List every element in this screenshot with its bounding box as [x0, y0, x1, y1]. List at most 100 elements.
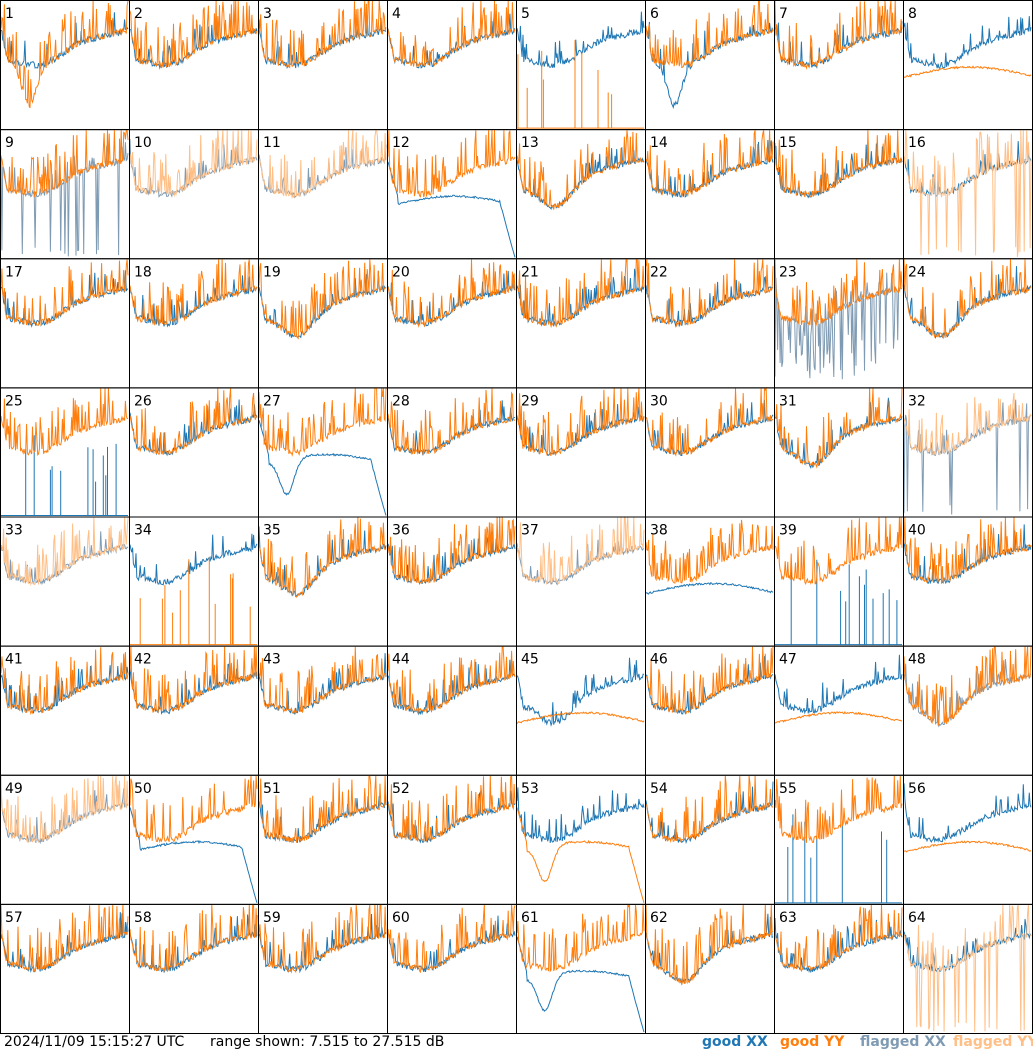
series-xx-5 [516, 11, 645, 69]
series-xx-34 [129, 533, 258, 586]
panel-30: 30 [645, 386, 775, 518]
panel-28: 28 [387, 387, 517, 518]
panel-38: 38 [645, 516, 775, 647]
legend-good-xx: good XX [702, 1034, 768, 1050]
series-xx-62 [645, 913, 774, 985]
panel-label-1: 1 [5, 6, 14, 22]
panel-6: 6 [645, 0, 775, 131]
series-yy-13 [516, 130, 645, 210]
panel-label-33: 33 [5, 523, 23, 539]
panel-label-44: 44 [392, 652, 410, 668]
panel-40: 40 [903, 516, 1033, 647]
panel-18: 18 [129, 258, 259, 389]
series-xx-47 [774, 654, 903, 715]
series-yy-39 [774, 517, 903, 586]
timestamp: 2024/11/09 15:15:27 UTC [4, 1034, 185, 1050]
panel-16: 16 [903, 129, 1033, 260]
series-xx-14 [645, 139, 774, 199]
panel-23: 23 [774, 258, 904, 389]
panel-label-42: 42 [134, 652, 152, 668]
panel-label-32: 32 [908, 393, 926, 409]
panel-label-29: 29 [521, 393, 539, 409]
series-yy-40 [903, 517, 1032, 584]
panel-label-64: 64 [908, 910, 926, 926]
series-yy-50 [129, 775, 258, 844]
series-yy-3 [258, 0, 387, 69]
panel-label-25: 25 [5, 393, 23, 409]
series-yy-38 [645, 519, 774, 584]
panel-5: 5 [516, 0, 646, 131]
panel-46: 46 [645, 645, 775, 776]
panel-54: 54 [645, 774, 775, 905]
series-xx-29 [516, 404, 645, 456]
panel-2: 2 [129, 0, 259, 131]
panel-label-59: 59 [263, 910, 281, 926]
series-yy-47 [774, 710, 903, 724]
panel-19: 19 [258, 258, 388, 389]
panel-14: 14 [645, 129, 775, 260]
panel-label-61: 61 [521, 910, 539, 926]
series-xx-50 [129, 807, 258, 904]
panel-41: 41 [0, 645, 130, 776]
panel-label-19: 19 [263, 264, 281, 280]
panel-label-34: 34 [134, 523, 152, 539]
panel-frame-3 [258, 0, 388, 131]
series-yy-60 [387, 904, 516, 974]
range-text: range shown: 7.515 to 27.515 dB [210, 1034, 445, 1050]
panel-label-53: 53 [521, 781, 539, 797]
series-yy-5 [517, 40, 644, 129]
panel-62: 62 [645, 903, 775, 1034]
panel-label-6: 6 [650, 6, 659, 22]
panel-label-46: 46 [650, 652, 668, 668]
panel-11: 11 [258, 129, 388, 260]
panel-label-37: 37 [521, 523, 539, 539]
panel-3: 3 [258, 0, 388, 131]
panel-27: 27 [258, 387, 388, 518]
panel-39: 39 [774, 516, 904, 647]
series-yy-52 [387, 774, 516, 843]
series-yy-1 [0, 0, 129, 109]
series-xx-41 [0, 658, 129, 714]
series-yy-64 [903, 904, 1032, 1032]
panel-label-52: 52 [392, 781, 410, 797]
footer: 2024/11/09 15:15:27 UTC range shown: 7.5… [0, 1034, 1033, 1053]
panel-61: 61 [516, 903, 646, 1034]
panel-label-7: 7 [779, 6, 788, 22]
series-xx-1 [0, 12, 129, 69]
panel-label-16: 16 [908, 135, 926, 151]
series-yy-36 [387, 517, 516, 584]
series-yy-45 [516, 711, 645, 725]
panel-label-60: 60 [392, 910, 410, 926]
panel-frame-8 [903, 0, 1033, 131]
panel-52: 52 [387, 774, 517, 905]
series-yy-2 [129, 0, 258, 69]
panel-label-49: 49 [5, 781, 23, 797]
panel-57: 57 [0, 903, 130, 1034]
panel-label-27: 27 [263, 393, 281, 409]
panel-26: 26 [129, 387, 259, 518]
panel-frame-5 [516, 0, 646, 131]
series-xx-53 [516, 787, 645, 843]
series-yy-57 [0, 904, 129, 973]
panel-label-50: 50 [134, 781, 152, 797]
panel-label-30: 30 [650, 393, 668, 409]
series-yy-28 [387, 388, 516, 456]
panel-31: 31 [774, 387, 904, 518]
panel-label-38: 38 [650, 523, 668, 539]
series-yy-15 [774, 130, 903, 198]
series-yy-53 [516, 807, 645, 904]
series-xx-48 [903, 659, 1032, 728]
panel-24: 24 [903, 258, 1033, 389]
series-yy-24 [903, 259, 1032, 340]
panel-label-54: 54 [650, 781, 668, 797]
panel-43: 43 [258, 645, 388, 776]
panel-label-56: 56 [908, 781, 926, 797]
panel-label-21: 21 [521, 264, 539, 280]
series-yy-11 [258, 129, 387, 199]
panel-49: 49 [0, 774, 130, 905]
panel-12: 12 [387, 129, 517, 260]
panel-60: 60 [387, 903, 517, 1034]
series-yy-56 [903, 840, 1032, 853]
series-xx-55 [775, 814, 902, 904]
